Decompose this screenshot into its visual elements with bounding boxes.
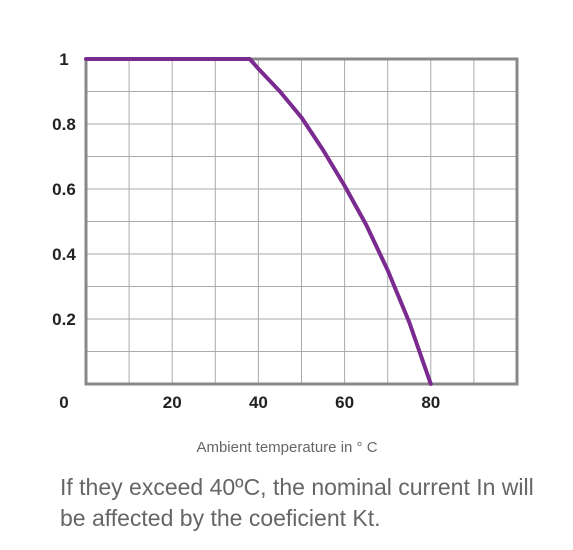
series-layer xyxy=(84,57,433,386)
x-tick-label: 0 xyxy=(59,393,68,412)
series-line xyxy=(84,57,433,386)
y-tick-label: 0.6 xyxy=(52,180,76,199)
tick-labels: 0 20 40 60 80 0.2 0.4 0.6 0.8 1 xyxy=(52,50,440,412)
x-axis-label: Ambient temperature in ° C xyxy=(196,439,377,456)
y-tick-label: 1 xyxy=(59,50,68,69)
plot-frame xyxy=(84,57,519,386)
y-tick-label: 0.8 xyxy=(52,115,76,134)
y-tick-label: 0.2 xyxy=(52,310,76,329)
x-tick-label: 40 xyxy=(249,393,268,412)
x-tick-label: 20 xyxy=(163,393,182,412)
axes xyxy=(84,57,519,386)
derating-chart: 0 20 40 60 80 0.2 0.4 0.6 0.8 1 Ambient temperatu… xyxy=(52,50,519,456)
x-tick-label: 80 xyxy=(421,393,440,412)
y-tick-label: 0.4 xyxy=(52,245,76,264)
caption-text: If they exceed 40ºC, the nominal current… xyxy=(60,474,534,531)
grid xyxy=(86,59,517,384)
x-tick-label: 60 xyxy=(335,393,354,412)
